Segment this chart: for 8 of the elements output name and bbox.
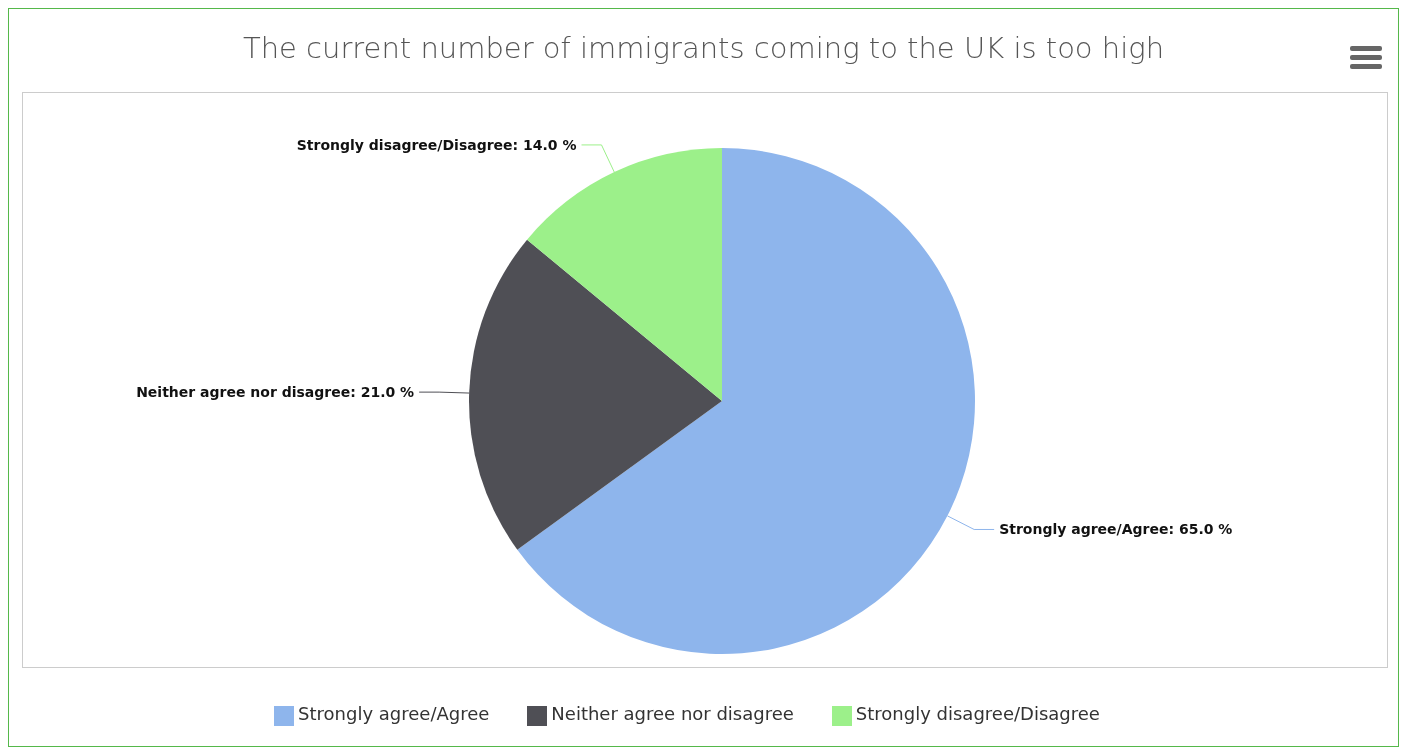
legend-label: Neither agree nor disagree — [551, 703, 794, 724]
pie-slice — [527, 148, 722, 401]
data-label: Strongly disagree/Disagree: 14.0 % — [296, 136, 577, 153]
legend-label: Strongly disagree/Disagree — [855, 703, 1100, 724]
chart-title: The current number of immigrants coming to the UK is too high — [241, 31, 1166, 65]
data-label: Strongly agree/Agree: 65.0 % — [999, 521, 1233, 538]
legend-label: Strongly agree/Agree — [298, 703, 490, 724]
data-label: Neither agree nor disagree: 21.0 % — [136, 384, 415, 401]
